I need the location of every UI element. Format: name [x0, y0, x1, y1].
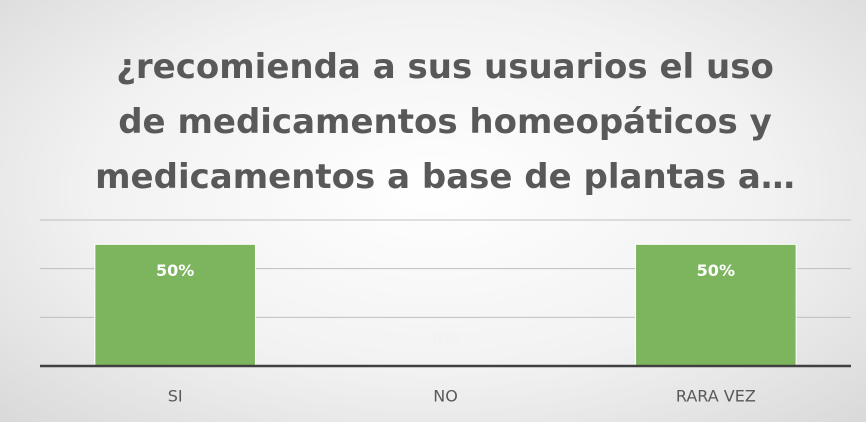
data-label: 50%	[156, 261, 194, 280]
bar	[635, 243, 797, 367]
data-label: 0%	[432, 330, 459, 349]
chart-title: ¿recomienda a sus usuarios el uso de med…	[95, 47, 795, 197]
x-tick-label: SI	[168, 387, 183, 406]
x-tick-label: RARA VEZ	[676, 387, 756, 406]
data-label: 50%	[697, 261, 735, 280]
bar	[94, 243, 256, 367]
x-tick-label: NO	[433, 387, 458, 406]
